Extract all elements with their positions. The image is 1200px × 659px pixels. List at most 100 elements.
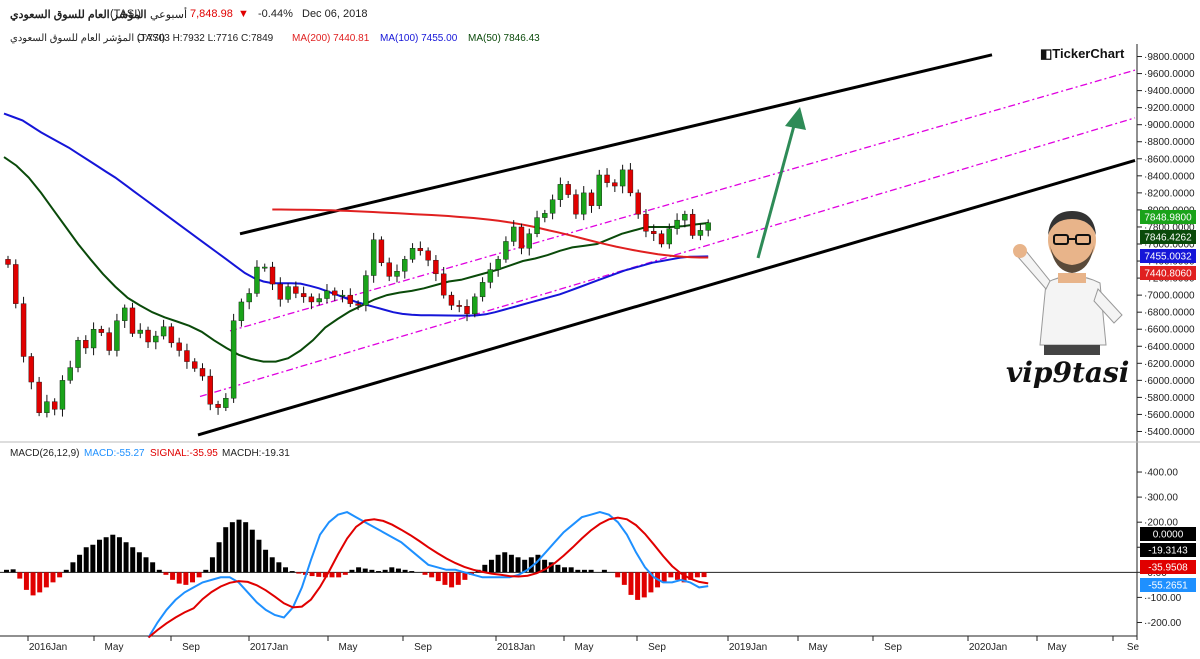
lower-channel-line [197,159,1136,437]
macd-histogram-bar [10,569,16,573]
ma50-label: MA(50) 7846.43 [468,33,540,44]
candle-body [705,222,711,231]
candle-body [83,340,89,349]
upper-channel-line [239,53,993,236]
macd-histogram-bar [701,572,707,578]
macd-histogram-bar [150,562,156,573]
candle-body [13,264,19,304]
macd-histogram-bar [136,552,142,573]
candle-body [479,282,486,298]
candle-body [28,356,35,383]
macd-histogram-bar [389,567,395,573]
candle-body [277,283,283,300]
x-tick-label: Se [1127,642,1140,653]
candle-body [689,213,696,236]
x-tick-label: May [105,642,124,653]
signal-value: SIGNAL:-35.95 [150,448,218,459]
candle-body [332,290,338,296]
macd-histogram-bar [508,554,514,573]
macd-histogram-bar [369,569,375,573]
candle-body [114,320,120,351]
macd-histogram-bar [43,572,49,588]
macd-histogram-bar [309,572,315,577]
candle-body [355,303,361,306]
price-tick-label: ·7600.0000 [1144,240,1195,251]
macd-histogram-bar [462,572,468,580]
macd-histogram-bar [395,568,401,573]
candle-body [300,293,307,298]
macd-histogram-bar [482,564,488,573]
candle-body [448,294,455,306]
change-percent: -0.44% [258,8,293,20]
candle-body [394,271,400,277]
price-tag-label: 7848.9800 [1144,213,1192,224]
ma200-label: MA(200) 7440.81 [292,33,370,44]
macd-tag-label: -19.3143 [1148,546,1188,557]
x-tick-label: May [809,642,828,653]
macd-histogram-bar [97,539,102,573]
macd-value: MACD:-55.27 [84,448,145,459]
candle-body [534,217,540,234]
price-tick-label: ·5800.0000 [1144,393,1195,404]
x-tick-label: 2020Jan [969,642,1007,653]
macd-histogram-bar [615,572,621,578]
brand-logo: ◧TickerChart [1040,46,1125,61]
x-tick-label: Sep [414,642,432,653]
price-tick-label: ·8400.0000 [1144,171,1195,182]
macd-histogram-bar [588,569,594,573]
macd-histogram-bar [263,549,269,573]
candle-body [596,174,602,206]
price-tick-label: ·7800.0000 [1144,222,1195,233]
watermark-text: vip9tasi [1006,356,1130,389]
price-tick-label: ·6600.0000 [1144,325,1195,336]
macd-histogram-bar [329,572,335,578]
macd-histogram-bar [289,571,295,573]
candle-body [98,329,105,333]
candle-body [402,259,408,272]
macd-line [147,511,709,639]
macd-histogram-bar [449,572,455,588]
candle-body [339,294,346,297]
macd-histogram-bar [30,572,36,596]
macd-histogram-bar [176,572,182,584]
macd-histogram-bar [628,572,634,595]
macd-histogram-bar [515,557,521,573]
macd-histogram-bar [116,537,122,573]
macd-histogram-bar [63,569,69,573]
x-tick-label: 2019Jan [729,642,767,653]
x-tick-label: May [339,642,358,653]
candle-body [316,298,322,303]
macd-histogram-bar [4,569,9,573]
candle-body [456,305,462,307]
macd-tag-box [1140,543,1196,557]
candle-body [487,269,494,283]
macd-tick-label: ·200.00 [1144,518,1178,529]
macd-histogram-bar [183,572,189,585]
period-label: أسبوعي [150,9,188,21]
candle-body [370,239,377,276]
candle-body [207,375,213,405]
macd-histogram-bar [130,547,136,573]
macd-histogram-bar [216,542,222,573]
candle-body [20,303,27,357]
price-tag-box [1140,266,1196,280]
down-arrow-icon: ▼ [238,8,249,20]
candle-body [549,199,556,214]
candle-body [386,262,392,277]
macd-tick-label: ·400.00 [1144,468,1178,479]
price-tick-label: ·7000.0000 [1144,291,1195,302]
price-tag-box [1140,249,1196,263]
candle-body [472,296,478,315]
macd-histogram-bar [548,562,554,573]
candle-body [215,404,221,408]
macd-tag-box [1140,527,1196,541]
macd-histogram-bar [641,572,647,598]
macd-histogram-bar [635,572,641,600]
candle-body [565,184,571,195]
macd-histogram-bar [568,567,574,573]
candle-body [67,367,73,381]
trend-arrow-head [785,107,806,130]
macd-histogram-bar [190,572,195,583]
price-tick-label: ·9200.0000 [1144,103,1195,114]
